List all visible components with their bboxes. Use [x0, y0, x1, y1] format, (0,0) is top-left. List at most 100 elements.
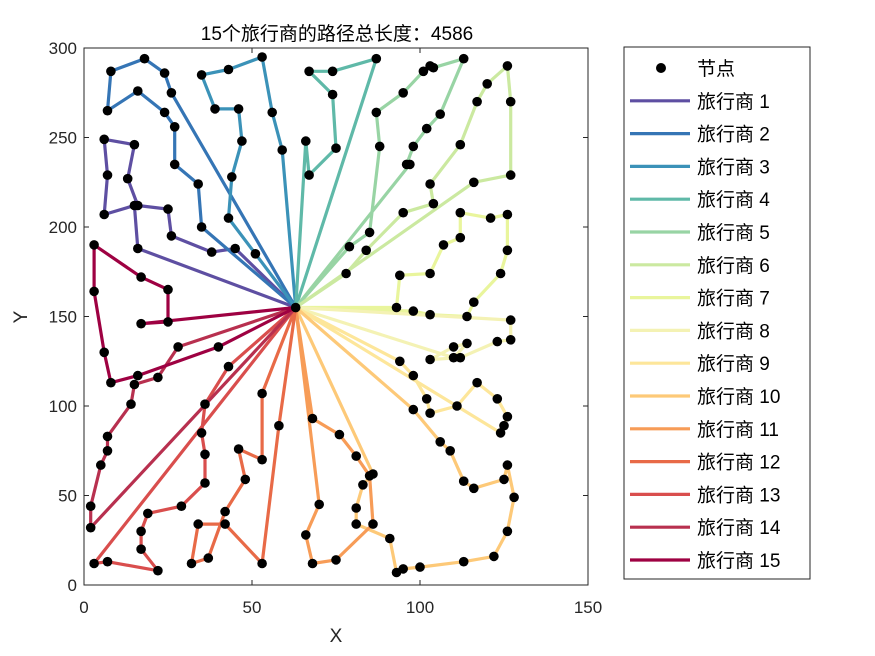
- node-point: [331, 143, 341, 153]
- node-point: [371, 107, 382, 118]
- node-point: [341, 268, 351, 279]
- node-point: [102, 105, 113, 116]
- route-line-13: [92, 305, 298, 573]
- node-point: [99, 134, 109, 145]
- node-point: [448, 352, 459, 363]
- node-point: [163, 317, 173, 327]
- node-point: [196, 70, 207, 80]
- node-point: [223, 64, 234, 75]
- legend-label-9: 旅行商 9: [697, 353, 770, 375]
- node-point: [421, 123, 432, 134]
- legend-label-12: 旅行商 12: [697, 452, 780, 474]
- node-point: [368, 519, 378, 529]
- node-point: [469, 483, 479, 494]
- node-point: [307, 413, 318, 424]
- node-point: [482, 79, 493, 89]
- node-point: [233, 104, 244, 114]
- node-point: [223, 361, 234, 372]
- node-point: [458, 53, 469, 64]
- node-point: [220, 506, 230, 517]
- legend-box: [623, 46, 811, 580]
- legend-label-14: 旅行商 14: [697, 517, 781, 539]
- node-point: [495, 268, 506, 279]
- node-point: [133, 370, 143, 381]
- node-point: [237, 136, 247, 146]
- node-point: [220, 519, 230, 529]
- y-tick-label: 100: [49, 397, 77, 416]
- node-point: [133, 86, 143, 96]
- node-point: [129, 139, 140, 150]
- node-point: [425, 408, 435, 419]
- x-tick-label: 100: [406, 598, 434, 617]
- legend-label-8: 旅行商 8: [697, 320, 770, 342]
- node-point: [102, 431, 113, 442]
- y-tick-label: 300: [49, 39, 77, 58]
- node-point: [267, 107, 278, 118]
- node-point: [85, 522, 96, 533]
- node-point: [186, 558, 197, 569]
- node-point: [159, 107, 170, 118]
- node-point: [408, 370, 419, 381]
- node-point: [505, 315, 516, 325]
- node-point: [351, 503, 362, 513]
- node-point: [89, 558, 99, 569]
- node-point: [200, 478, 210, 488]
- node-point: [163, 284, 173, 295]
- node-point: [233, 444, 244, 454]
- node-point: [425, 268, 435, 279]
- node-point: [502, 61, 513, 71]
- node-point: [250, 249, 261, 259]
- node-point: [395, 356, 405, 367]
- node-point: [361, 245, 372, 256]
- node-point: [257, 52, 267, 62]
- node-point: [203, 553, 214, 563]
- node-point: [136, 526, 146, 537]
- legend-node-label: 节点: [697, 58, 735, 80]
- node-point: [227, 172, 237, 182]
- node-point: [505, 335, 516, 345]
- node-point: [428, 198, 439, 209]
- node-point: [502, 460, 513, 470]
- node-point: [301, 530, 311, 540]
- node-point: [445, 446, 456, 456]
- node-point: [398, 88, 409, 98]
- node-point: [458, 556, 469, 567]
- node-point: [485, 213, 496, 223]
- node-point: [489, 551, 499, 562]
- node-point: [428, 62, 439, 73]
- node-point: [99, 209, 109, 220]
- node-point: [106, 66, 116, 77]
- x-tick-label: 150: [574, 598, 602, 617]
- legend-label-11: 旅行商 11: [697, 419, 779, 441]
- node-point: [499, 474, 509, 485]
- y-axis: 0 50 100 150 200 250 300: [49, 39, 588, 595]
- node-point: [327, 66, 338, 77]
- node-point: [196, 428, 207, 438]
- node-point: [472, 96, 482, 107]
- route-line-5: [294, 57, 466, 310]
- node-point: [408, 141, 419, 152]
- node-point: [206, 247, 217, 257]
- node-point: [240, 474, 251, 485]
- node-point: [502, 411, 513, 422]
- x-tick-label: 50: [243, 598, 262, 617]
- node-point: [448, 342, 459, 352]
- node-point: [364, 471, 375, 481]
- legend-label-6: 旅行商 6: [697, 255, 770, 277]
- node-point: [304, 170, 314, 180]
- y-tick-label: 200: [49, 218, 77, 237]
- plot-nodes: [85, 52, 519, 578]
- node-point: [505, 170, 516, 180]
- node-point: [502, 209, 513, 220]
- node-point: [435, 437, 446, 447]
- node-point: [374, 141, 385, 152]
- node-point: [143, 508, 153, 519]
- node-point: [334, 429, 345, 440]
- node-point: [462, 338, 472, 349]
- route-line-8: [294, 305, 513, 362]
- node-point: [193, 179, 203, 189]
- node-point: [502, 245, 513, 256]
- node-point: [307, 558, 318, 569]
- node-point: [99, 347, 109, 358]
- node-point: [327, 89, 338, 100]
